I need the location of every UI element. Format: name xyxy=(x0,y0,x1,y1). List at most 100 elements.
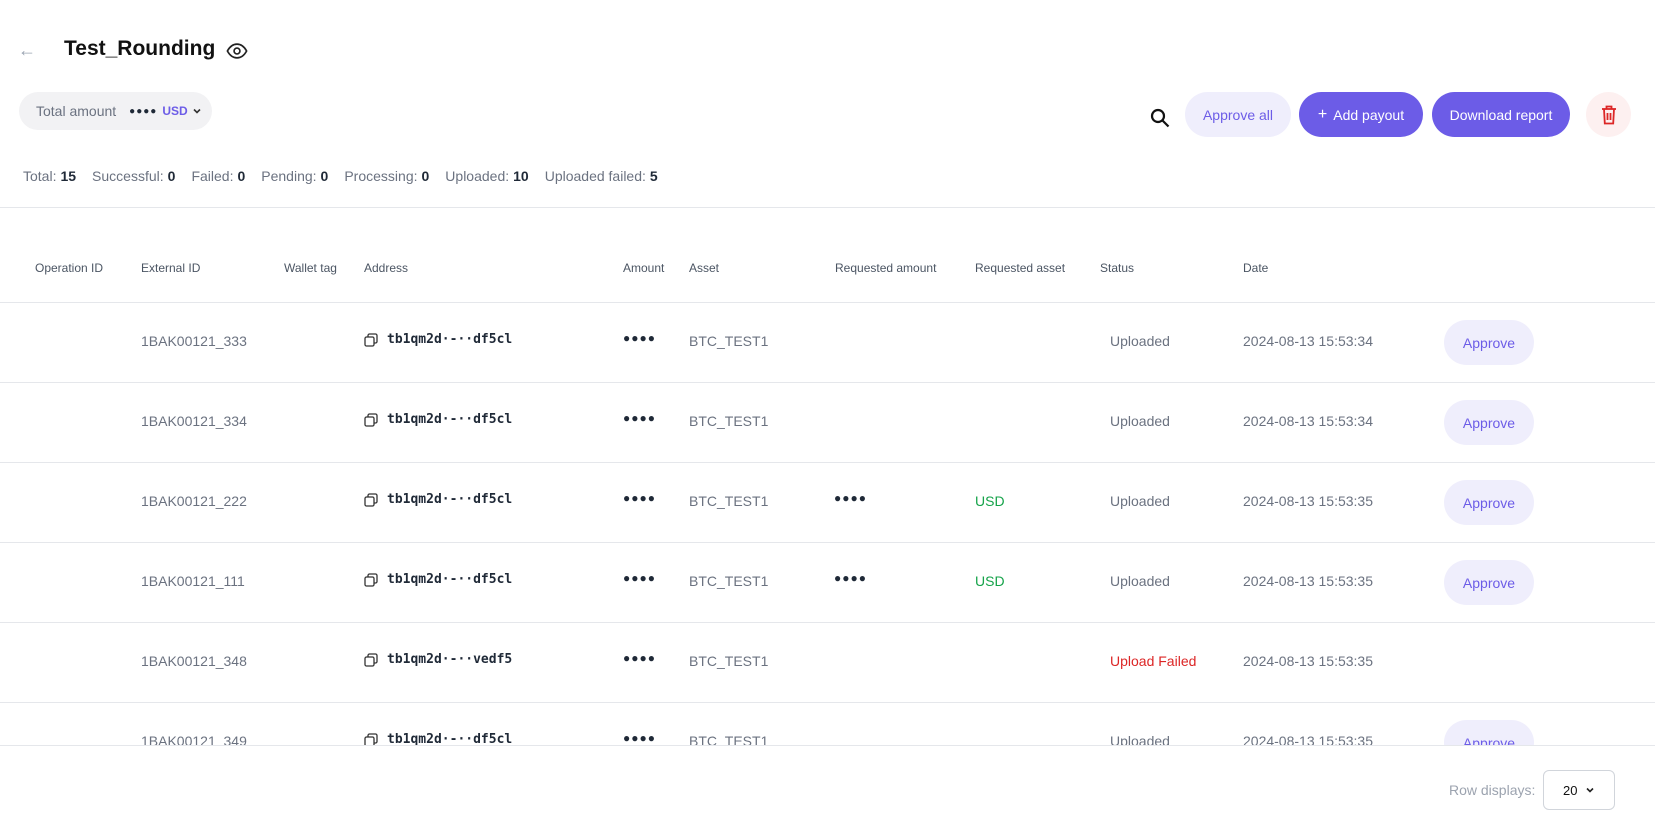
amount-cell: ●●●● xyxy=(623,331,656,345)
approve-button[interactable]: Approve xyxy=(1444,560,1534,605)
asset-cell: BTC_TEST1 xyxy=(689,653,769,669)
address-cell: tb1qm2d·-··vedf5 xyxy=(364,652,512,667)
status-cell: Uploaded xyxy=(1110,573,1170,589)
table-row: 1BAK00121_111 tb1qm2d·-··df5cl ●●●● BTC_TES… xyxy=(0,543,1655,623)
chevron-down-icon xyxy=(1586,787,1595,793)
date-cell: 2024-08-13 15:53:35 xyxy=(1243,573,1373,589)
amount-cell: ●●●● xyxy=(623,651,656,665)
amount-cell: ●●●● xyxy=(623,731,656,745)
copy-icon[interactable] xyxy=(364,732,378,746)
external-id-cell: 1BAK00121_111 xyxy=(141,573,245,589)
column-header-date[interactable]: Date xyxy=(1243,261,1269,275)
column-header-requested-asset[interactable]: Requested asset xyxy=(975,261,1066,275)
table-footer: Row displays: 20 xyxy=(0,746,1655,830)
stat-label: Successful: xyxy=(92,168,164,184)
address-value: tb1qm2d·-··df5cl xyxy=(387,732,513,745)
row-displays-select[interactable]: 20 xyxy=(1543,770,1615,810)
payout-stats: Total: 15 Successful: 0 Failed: 0 Pending: 0 Pro… xyxy=(23,168,674,184)
requested-asset-cell: USD xyxy=(975,493,1005,509)
date-cell: 2024-08-13 15:53:34 xyxy=(1243,413,1373,429)
date-cell: 2024-08-13 15:53:35 xyxy=(1243,493,1373,509)
stat-item: Failed: 0 xyxy=(191,168,245,184)
date-cell: 2024-08-13 15:53:35 xyxy=(1243,653,1373,669)
amount-cell: ●●●● xyxy=(623,411,656,425)
eye-icon[interactable] xyxy=(226,42,248,60)
chevron-down-icon xyxy=(193,108,201,114)
back-arrow-icon[interactable]: ← xyxy=(18,40,36,60)
address-cell: tb1qm2d·-··df5cl xyxy=(364,572,512,587)
stat-value: 0 xyxy=(320,168,329,184)
address-value: tb1qm2d·-··df5cl xyxy=(387,332,513,347)
stat-item: Uploaded: 10 xyxy=(445,168,528,184)
approve-button[interactable]: Approve xyxy=(1444,400,1534,445)
copy-icon[interactable] xyxy=(364,492,378,507)
copy-icon[interactable] xyxy=(364,652,378,667)
copy-icon[interactable] xyxy=(364,572,378,587)
asset-cell: BTC_TEST1 xyxy=(689,733,769,745)
status-cell: Uploaded xyxy=(1110,733,1170,745)
column-header-address[interactable]: Address xyxy=(364,261,409,275)
status-cell: Uploaded xyxy=(1110,493,1170,509)
total-amount-chip[interactable]: Total amount ●●●● USD xyxy=(19,92,212,130)
status-cell: Upload Failed xyxy=(1110,653,1197,669)
currency-selector[interactable]: USD xyxy=(162,104,188,118)
approve-button[interactable]: Approve xyxy=(1444,320,1534,365)
column-header-requested-amount[interactable]: Requested amount xyxy=(835,261,937,275)
asset-cell: BTC_TEST1 xyxy=(689,493,769,509)
address-value: tb1qm2d·-··vedf5 xyxy=(387,652,513,667)
asset-cell: BTC_TEST1 xyxy=(689,333,769,349)
stat-label: Total: xyxy=(23,168,57,184)
column-header-amount[interactable]: Amount xyxy=(623,261,665,275)
requested-asset-cell: USD xyxy=(975,573,1005,589)
stat-label: Processing: xyxy=(344,168,418,184)
external-id-cell: 1BAK00121_348 xyxy=(141,653,247,669)
plus-icon: + xyxy=(1317,105,1328,123)
table-row: 1BAK00121_333 tb1qm2d·-··df5cl ●●●● BTC_TES… xyxy=(0,303,1655,383)
asset-cell: BTC_TEST1 xyxy=(689,573,769,589)
search-icon[interactable] xyxy=(1149,107,1171,129)
address-cell: tb1qm2d·-··df5cl xyxy=(364,332,512,347)
approve-all-button[interactable]: Approve all xyxy=(1185,92,1291,137)
asset-cell: BTC_TEST1 xyxy=(689,413,769,429)
page-title: Test_Rounding xyxy=(64,37,216,60)
column-header-external-id[interactable]: External ID xyxy=(141,261,201,275)
stat-item: Pending: 0 xyxy=(261,168,328,184)
stat-label: Pending: xyxy=(261,168,317,184)
stat-label: Uploaded failed: xyxy=(544,168,646,184)
date-cell: 2024-08-13 15:53:35 xyxy=(1243,733,1373,745)
column-header-status[interactable]: Status xyxy=(1100,261,1135,275)
external-id-cell: 1BAK00121_222 xyxy=(141,493,247,509)
row-displays-value: 20 xyxy=(1563,782,1578,798)
stat-value: 0 xyxy=(421,168,430,184)
external-id-cell: 1BAK00121_333 xyxy=(141,333,247,349)
stat-item: Processing: 0 xyxy=(344,168,429,184)
add-payout-button[interactable]: + Add payout xyxy=(1299,92,1423,137)
approve-button[interactable]: Approve xyxy=(1444,480,1534,525)
stat-item: Successful: 0 xyxy=(92,168,175,184)
requested-amount-cell: ●●●● xyxy=(834,571,867,585)
divider xyxy=(0,207,1655,208)
add-payout-label: Add payout xyxy=(1333,106,1405,123)
stat-value: 15 xyxy=(60,168,77,184)
copy-icon[interactable] xyxy=(364,332,378,347)
stat-value: 5 xyxy=(649,168,658,184)
address-cell: tb1qm2d·-··df5cl xyxy=(364,412,512,427)
delete-button[interactable] xyxy=(1586,92,1631,137)
date-cell: 2024-08-13 15:53:34 xyxy=(1243,333,1373,349)
column-header-asset[interactable]: Asset xyxy=(689,261,720,275)
address-value: tb1qm2d·-··df5cl xyxy=(387,572,513,587)
stat-label: Failed: xyxy=(191,168,234,184)
divider xyxy=(0,745,1655,746)
external-id-cell: 1BAK00121_349 xyxy=(141,733,247,745)
download-report-button[interactable]: Download report xyxy=(1432,92,1570,137)
approve-button[interactable]: Approve xyxy=(1444,720,1534,745)
table-row: 1BAK00121_222 tb1qm2d·-··df5cl ●●●● BTC_TES… xyxy=(0,463,1655,543)
stat-item: Uploaded failed: 5 xyxy=(545,168,658,184)
amount-cell: ●●●● xyxy=(623,571,656,585)
copy-icon[interactable] xyxy=(364,412,378,427)
column-header-operation-id[interactable]: Operation ID xyxy=(35,261,104,275)
table-row: 1BAK00121_348 tb1qm2d·-··vedf5 ●●●● BTC_TES… xyxy=(0,623,1655,703)
column-header-wallet-tag[interactable]: Wallet tag xyxy=(284,261,337,275)
stat-value: 0 xyxy=(237,168,246,184)
stat-value: 10 xyxy=(513,168,529,184)
